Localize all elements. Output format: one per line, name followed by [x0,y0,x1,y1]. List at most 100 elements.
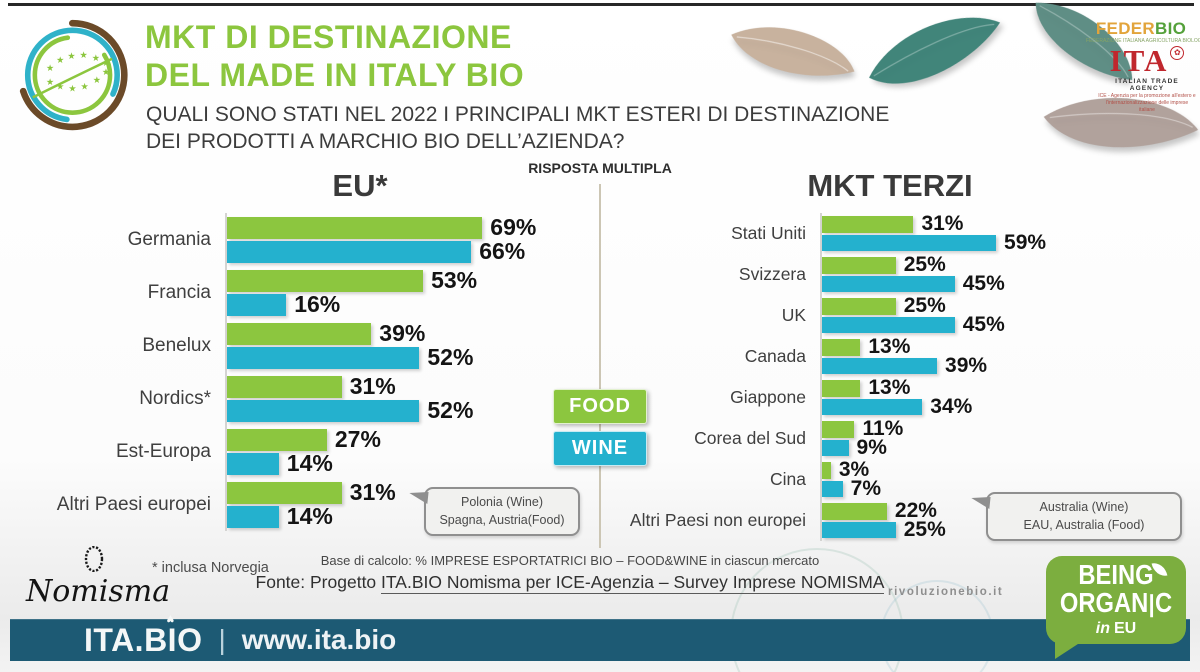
value-label: 13% [868,335,911,359]
value-label: 52% [427,344,474,370]
value-label: 25% [903,517,946,541]
category-label: Altri Paesi europei [56,493,211,515]
wine-bar [822,234,997,251]
value-label: 45% [962,271,1005,295]
note-risposta-multipla: RISPOSTA MULTIPLA [528,160,672,176]
bar-group: 3% 7% [820,458,881,500]
value-label: 3% [838,458,870,482]
chart-row: UK 25% 45% [620,294,1198,336]
bar-line: 11% [822,417,903,440]
food-bar [822,421,855,438]
organic-text-right: C [1154,587,1173,619]
bar-line: 31% [822,212,1046,235]
value-label: 53% [431,267,478,293]
nomisma-logo: Nomisma [26,545,170,607]
food-bar [227,481,342,504]
page-title-line2: DEL MADE IN ITALY BIO [145,57,525,93]
bar-line: 34% [822,395,972,418]
bar-line: 13% [822,376,972,399]
value-label: 25% [903,253,946,277]
in-text: in [1095,620,1110,637]
bar-group: 39% 52% [225,319,473,372]
bar-line: 22% [822,499,946,522]
food-bar [227,269,424,292]
chart-row: Altri Paesi non europei 22% 25% [620,499,1198,541]
bar-group: 27% 14% [225,425,381,478]
callout-mkt-terzi: Australia (Wine) EAU, Australia (Food) [986,492,1182,541]
bar-line: 7% [822,477,881,500]
federbio-subtext: FEDERAZIONE ITALIANA AGRICOLTURA BIOLOGI… [1086,38,1200,44]
chart-eu-title: EU* [332,168,388,203]
category-label: Corea del Sud [694,428,806,448]
top-border-line [8,3,1194,6]
value-label: 69% [490,214,537,240]
bar-group: 53% 16% [225,266,477,319]
wine-bar [822,480,843,497]
bar-line: 13% [822,335,987,358]
value-label: 22% [894,499,937,523]
wine-bar [822,357,938,374]
wine-bar [822,275,955,292]
food-bar [227,216,483,239]
bar-group: 69% 66% [225,213,536,266]
svg-text:★: ★ [93,76,101,86]
bar-group: 25% 45% [820,294,1005,336]
itabio-brand: ITA.BIO ♥ [84,611,203,658]
svg-text:★: ★ [102,68,110,78]
chart-row: Canada 13% 39% [620,335,1198,377]
chart-row: Germania 69% 66% [30,213,595,266]
value-label: 27% [334,426,381,452]
chart-row: Nordics* 31% 52% [30,372,595,425]
legend-wine: WINE [553,431,647,466]
food-bar [822,257,896,274]
base-di-calcolo: Base di calcolo: % IMPRESE ESPORTATRICI … [320,553,820,568]
bar-line: 69% [227,214,537,240]
value-label: 39% [379,320,426,346]
bar-line: 66% [227,238,536,264]
food-bar [822,216,914,233]
bar-line: 25% [822,518,946,541]
callout-eu: Polonia (Wine) Spagna, Austria(Food) [424,487,580,536]
bar-line: 45% [822,272,1005,295]
value-label: 14% [286,450,333,476]
chart-eu-rows: Germania 69% 66% Francia 53% 16% Benelux 39% 52%… [30,213,595,531]
svg-text:★: ★ [80,51,88,61]
value-label: 52% [427,397,474,423]
value-label: 31% [349,479,396,505]
eu-organic-leaf-logo: ★★ ★ ★ ★★ ★ ★ ★ ★★★ [17,19,128,131]
federbio-feder-text: FEDER [1095,19,1155,38]
itabio-url: www.ita.bio [241,624,397,655]
value-label: 25% [903,294,946,318]
bar-line: 14% [227,503,396,529]
chart-mkt-terzi-title: MKT TERZI [807,168,973,203]
source-prefix: Fonte: Progetto [255,572,382,592]
value-label: 45% [962,312,1005,336]
bar-group: 31% 14% [225,478,396,531]
category-label: Germania [127,228,211,250]
bar-line: 59% [822,231,1046,254]
wine-bar [227,346,420,369]
source-line: Fonte: Progetto ITA.BIO Nomisma per ICE-… [240,572,900,594]
federbio-bio-text: BIO [1155,19,1187,38]
callout-eu-line2: Spagna, Austria(Food) [439,512,565,527]
federbio-logo: FEDERBIO FEDERAZIONE ITALIANA AGRICOLTUR… [1086,19,1200,44]
svg-text:★: ★ [68,84,76,94]
wine-bar [227,399,420,422]
food-bar [227,322,372,345]
value-label: 13% [868,376,911,400]
survey-question-line2: DEI PRODOTTI A MARCHIO BIO DELL’AZIENDA? [146,130,625,153]
bar-separator: | [218,624,226,655]
bar-group: 22% 25% [820,499,946,541]
category-label: Giappone [730,387,806,407]
bar-group: 13% 39% [820,335,987,377]
bar-group: 11% 9% [820,417,903,459]
survey-question-line1: QUALI SONO STATI NEL 2022 I PRINCIPALI M… [146,103,890,126]
value-label: 9% [856,435,887,459]
organic-text-left: ORGAN [1059,587,1149,619]
legend: FOOD WINE [553,389,647,473]
svg-text:★: ★ [67,52,75,62]
value-label: 31% [921,212,964,236]
svg-text:★: ★ [102,59,110,69]
category-label: Altri Paesi non europei [629,510,806,530]
category-label: Svizzera [738,264,806,284]
